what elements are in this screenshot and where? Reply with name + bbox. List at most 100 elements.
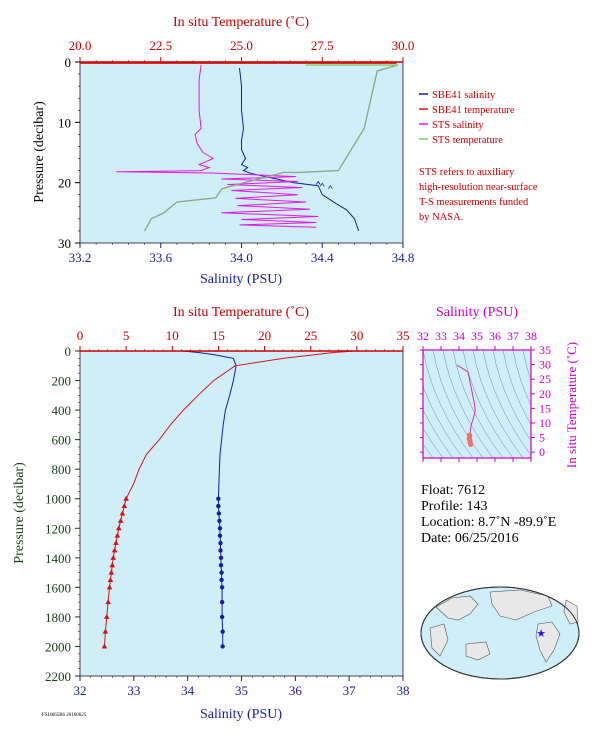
ts-temp-tick-label: 25	[539, 372, 551, 386]
ts-density-contour	[442, 350, 494, 458]
legend-label: STS temperature	[432, 135, 503, 146]
bottom-temperature-point	[111, 547, 118, 553]
bottom-temperature-point	[102, 628, 109, 634]
ts-density-contour	[423, 443, 434, 458]
ts-density-contour	[432, 350, 484, 458]
float-id: Float: 7612	[421, 483, 485, 498]
legend-label: STS salinity	[432, 120, 484, 131]
bottom-temperature-point	[110, 554, 117, 560]
top-axes: 20.0 22.5 25.0 27.5 30.0 33.2 33.6 34.0 34.4 34.8…	[58, 38, 414, 265]
top-chart-pressure-axis-title: Pressure (decibar)	[32, 101, 47, 203]
top-sal-tick-label: 34.0	[230, 250, 253, 265]
top-sal-tick-label: 34.4	[311, 250, 334, 265]
bottom-temp-tick-label: 30	[350, 328, 363, 343]
bottom-salinity-point	[219, 614, 225, 620]
ts-temp-tick-label: 30	[539, 358, 551, 372]
bottom-temp-tick-label: 5	[123, 328, 130, 343]
ts-plot-area	[423, 350, 531, 458]
bottom-salinity-point	[217, 533, 223, 538]
ts-deep-point	[468, 441, 474, 448]
ts-sal-tick-label: 33	[435, 329, 447, 343]
ts-density-contour	[502, 350, 531, 426]
bottom-pressure-tick-label: 1200	[45, 521, 71, 536]
bottom-pressure-tick-label: 400	[52, 403, 72, 418]
bottom-salinity-point	[216, 511, 222, 516]
bottom-sal-tick-label: 37	[343, 683, 357, 698]
bottom-temperature-point	[105, 599, 111, 605]
bottom-salinity-point	[216, 496, 221, 501]
bottom-temp-tick-label: 25	[304, 328, 317, 343]
top-sal-tick-label: 33.2	[69, 250, 92, 265]
bottom-temperature-point	[113, 540, 119, 546]
map-frame	[420, 586, 580, 680]
ts-density-contour	[522, 350, 531, 382]
bottom-temp-tick-label: 0	[77, 328, 84, 343]
map-land-north-america	[489, 589, 553, 621]
bottom-salinity-point	[219, 570, 224, 575]
top-pressure-tick-label: 10	[58, 115, 71, 130]
ts-density-contour	[482, 350, 531, 456]
bottom-chart-temperature-axis-title: In situ Temperature (˚C)	[173, 305, 309, 320]
ts-temp-tick-label: 5	[539, 431, 545, 445]
top-sbe41-marker	[319, 182, 325, 187]
date: Date: 06/25/2016	[421, 531, 519, 546]
bottom-temperature-point	[103, 613, 110, 619]
bottom-temperature-point	[108, 569, 115, 575]
ts-density-contour	[472, 350, 524, 458]
ts-temp-tick-label: 35	[539, 343, 551, 357]
top-sbe41-marker	[315, 180, 321, 185]
bottom-salinity-point	[219, 599, 225, 605]
bottom-temp-tick-label: 20	[258, 328, 271, 343]
legend-label: SBE41 salinity	[432, 90, 496, 101]
bottom-chart-salinity-axis-title: Salinity (PSU)	[200, 707, 282, 722]
bottom-series-group	[101, 350, 356, 649]
top-chart-temperature-axis-title: In situ Temperature (˚C)	[173, 15, 309, 30]
top-sbe41-marker	[327, 184, 333, 189]
top-series-sbe41-salinity	[239, 67, 360, 232]
bottom-temperature-point	[119, 510, 126, 516]
bottom-temperature-point	[109, 562, 116, 568]
ts-temp-tick-label: 0	[539, 445, 545, 459]
sts-note: STS refers to auxiliary high-resolution n…	[419, 167, 538, 223]
bottom-salinity-point	[217, 526, 223, 531]
top-series-group	[80, 62, 399, 232]
bottom-temp-tick-label: 15	[212, 328, 225, 343]
bottom-temp-tick-label: 35	[397, 328, 410, 343]
ts-sal-tick-label: 36	[489, 329, 501, 343]
ts-salinity-axis-title: Salinity (PSU)	[436, 305, 518, 320]
bottom-sal-tick-label: 35	[235, 683, 248, 698]
top-temp-tick-label: 20.0	[69, 38, 92, 53]
bottom-pressure-tick-label: 2000	[45, 639, 71, 654]
bottom-temperature-point	[107, 576, 114, 582]
sts-note-line: by NASA.	[419, 212, 463, 223]
bottom-temperature-point	[117, 517, 124, 523]
bottom-pressure-tick-label: 1600	[45, 580, 71, 595]
bottom-sal-tick-label: 32	[74, 683, 87, 698]
bottom-plot-area	[80, 351, 403, 676]
ts-series-group	[456, 364, 476, 448]
bottom-pressure-tick-label: 800	[52, 462, 72, 477]
ts-sal-tick-label: 34	[453, 329, 465, 343]
float-info: Float: 7612 Profile: 143 Location: 8.7˚N…	[421, 483, 556, 546]
sts-note-line: high-resolution near-surface	[419, 182, 538, 193]
bottom-sal-tick-label: 36	[289, 683, 303, 698]
ts-temperature-axis-title: In situ Temperature (˚C)	[564, 342, 579, 468]
legend-label: SBE41 temperature	[432, 105, 515, 116]
bottom-salinity-point	[219, 585, 225, 590]
ts-density-contour	[423, 350, 474, 458]
ts-sal-tick-label: 37	[507, 329, 519, 343]
bottom-sal-tick-label: 38	[397, 683, 410, 698]
profile-number: Profile: 143	[421, 499, 488, 514]
map-land-asia	[435, 595, 479, 621]
bottom-sal-tick-label: 34	[181, 683, 195, 698]
top-pressure-tick-label: 0	[65, 55, 72, 70]
bottom-pressure-tick-label: 1400	[45, 551, 71, 566]
bottom-salinity-point	[218, 563, 224, 568]
top-temp-tick-label: 22.5	[149, 38, 172, 53]
top-sal-tick-label: 33.6	[149, 250, 172, 265]
bottom-pressure-tick-label: 200	[52, 374, 72, 389]
ts-density-contour	[423, 427, 444, 458]
ts-density-contours	[423, 350, 531, 458]
